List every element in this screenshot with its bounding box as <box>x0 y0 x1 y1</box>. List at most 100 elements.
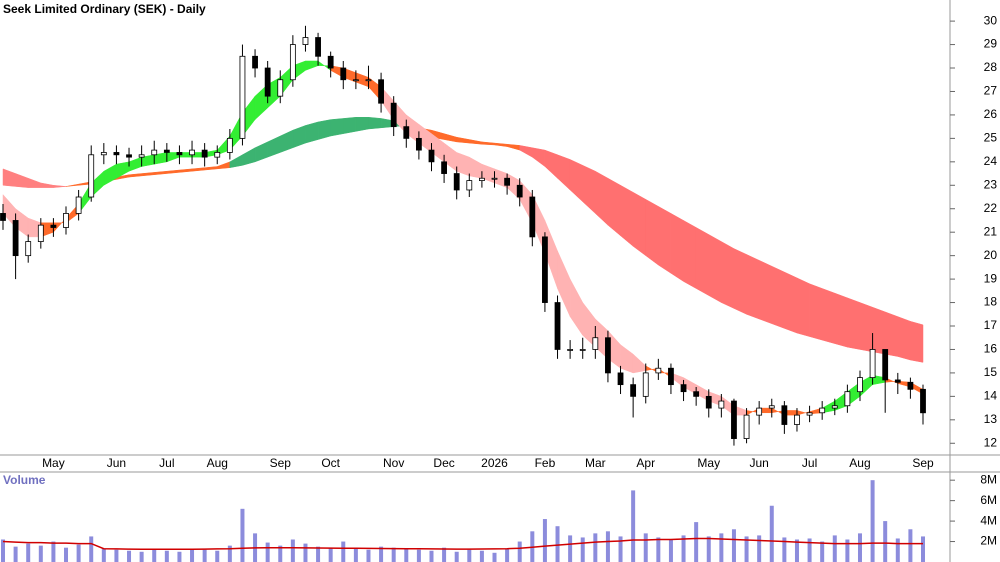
candle-body <box>894 379 901 383</box>
candle-body <box>567 349 574 351</box>
ribbon-segment <box>658 205 672 274</box>
candle-body <box>630 384 637 397</box>
ribbon-segment <box>620 184 634 247</box>
candle-body <box>277 79 284 97</box>
volume-bar <box>467 549 472 562</box>
candle-body <box>453 173 460 191</box>
volume-bar <box>719 533 724 562</box>
x-tick-label: Mar <box>585 456 606 470</box>
candle-body <box>479 177 485 181</box>
y-tick-label: 2M <box>980 534 997 548</box>
y-tick-label: 17 <box>984 318 998 332</box>
x-tick-label: Sep <box>912 456 934 470</box>
volume-bar <box>479 550 484 562</box>
candle-body <box>731 400 737 439</box>
candle-body <box>504 177 511 186</box>
volume-bar <box>64 547 69 562</box>
volume-bar <box>13 546 18 562</box>
candle-body <box>768 405 775 409</box>
candle-body <box>857 377 863 393</box>
x-tick-label: Nov <box>383 456 404 470</box>
y-tick-label: 24 <box>984 154 998 168</box>
volume-bar <box>26 543 31 562</box>
ribbon-segment <box>821 288 836 344</box>
volume-bar <box>328 547 333 562</box>
candle-body <box>882 349 889 381</box>
ribbon-segment <box>708 234 722 303</box>
candle-body <box>718 400 725 409</box>
y-tick-label: 26 <box>984 107 998 121</box>
candle-body <box>163 149 170 153</box>
volume-bar <box>190 548 195 562</box>
candle-body <box>176 152 183 156</box>
volume-bar <box>706 536 711 562</box>
candle-body <box>226 137 233 153</box>
volume-bar <box>316 546 321 562</box>
volume-bar <box>227 545 232 562</box>
ribbon-segment <box>368 116 382 130</box>
volume-bar <box>656 537 661 562</box>
candle-body <box>403 126 410 139</box>
candle-body <box>390 102 397 128</box>
volume-bar <box>290 539 295 562</box>
ribbon-segment <box>771 265 785 329</box>
y-tick-label: 8M <box>980 472 997 486</box>
volume-bar <box>694 522 699 562</box>
volume-bar <box>89 536 94 562</box>
volume-bar <box>505 548 510 562</box>
candle-body <box>668 367 674 386</box>
volume-bar <box>38 545 43 562</box>
volume-bar <box>278 545 283 562</box>
candle-body <box>642 372 649 397</box>
y-tick-label: 6M <box>980 493 997 507</box>
y-tick-label: 16 <box>984 342 998 356</box>
candle-body <box>50 224 57 228</box>
candle-body <box>75 196 82 214</box>
candle-body <box>138 154 145 158</box>
x-tick-label: Oct <box>321 456 340 470</box>
candle-body <box>491 177 498 180</box>
y-tick-label: 23 <box>984 177 998 191</box>
volume-bar <box>832 535 837 562</box>
candle-body <box>365 79 372 82</box>
volume-bar <box>555 526 560 562</box>
ribbon-segment <box>53 185 67 188</box>
volume-bar <box>265 542 270 562</box>
x-tick-label: Dec <box>433 456 454 470</box>
candle-body <box>605 337 611 374</box>
volume-bar <box>139 551 144 562</box>
y-tick-label: 28 <box>984 60 998 74</box>
ribbon-segment <box>733 248 747 315</box>
ribbon-segment <box>834 292 848 348</box>
volume-bar <box>303 543 308 562</box>
volume-bar <box>643 533 648 562</box>
candle-body <box>617 372 624 386</box>
candle-body <box>542 236 548 303</box>
ribbon-segment <box>645 198 659 266</box>
y-tick-label: 29 <box>984 37 998 51</box>
volume-bar <box>908 529 913 562</box>
candle-body <box>63 213 69 228</box>
volume-bar <box>101 548 106 562</box>
candle-body <box>264 67 271 97</box>
ribbon-segment <box>809 283 823 341</box>
candle-body <box>693 391 700 397</box>
candle-body <box>151 149 158 156</box>
candle-body <box>844 391 851 407</box>
x-tick-label: Aug <box>849 456 870 470</box>
moving-average-line <box>2 537 923 551</box>
candle-body <box>239 55 246 139</box>
x-tick-label: Feb <box>535 456 556 470</box>
candle-body <box>806 412 813 416</box>
x-tick-label: Apr <box>636 456 655 470</box>
y-tick-label: 30 <box>984 13 998 27</box>
volume-bar <box>202 549 207 562</box>
candle-body <box>100 152 107 156</box>
volume-bar <box>366 549 371 562</box>
x-tick-label: Aug <box>207 456 228 470</box>
y-tick-label: 18 <box>984 295 998 309</box>
candle-body <box>327 55 334 69</box>
candle-body <box>12 220 19 257</box>
volume-bar <box>568 535 573 562</box>
